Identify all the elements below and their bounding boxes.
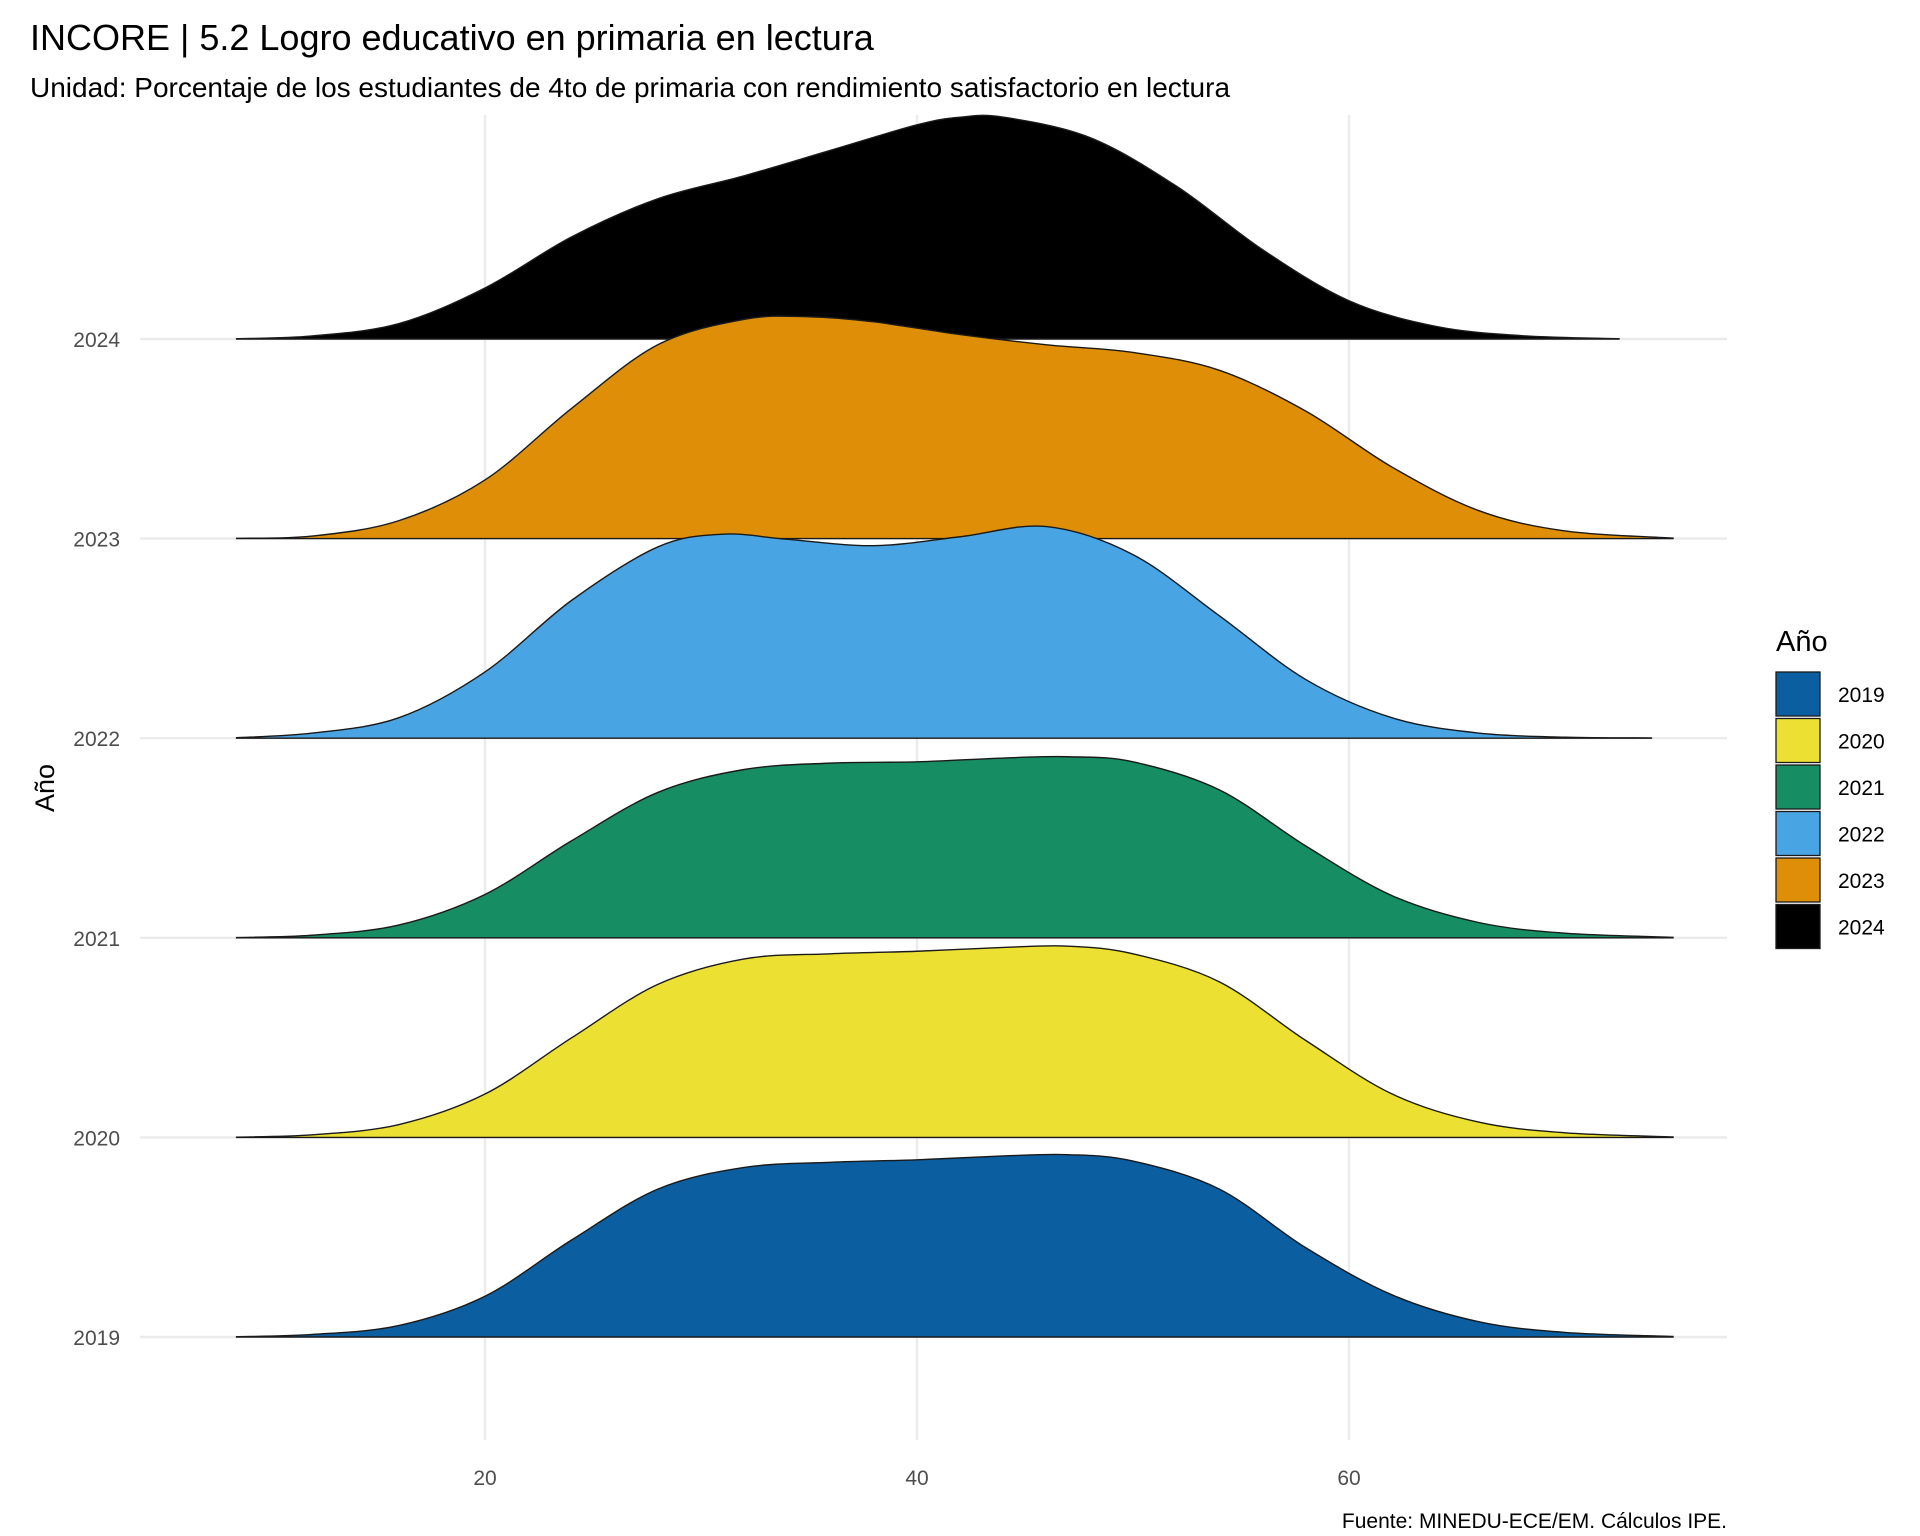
legend-label-2023: 2023 — [1838, 870, 1885, 893]
legend-key-2022 — [1775, 810, 1821, 857]
y-tick-label-2023: 2023 — [73, 529, 120, 552]
ridge-2019 — [235, 1153, 1674, 1338]
y-tick-label-2021: 2021 — [73, 928, 120, 951]
y-tick-labels: 2019 2020 2021 2022 2023 2024 — [73, 329, 120, 1350]
x-tick-label-20: 20 — [473, 1467, 496, 1490]
chart-subtitle: Unidad: Porcentaje de los estudiantes de… — [30, 72, 1230, 103]
legend-label-2021: 2021 — [1838, 777, 1885, 800]
legend: Año 2019 2020 2021 2022 2023 2024 — [1775, 626, 1885, 950]
legend-key-2024 — [1775, 903, 1821, 950]
legend-label-2019: 2019 — [1838, 684, 1885, 707]
ridge-2022 — [235, 525, 1653, 739]
chart-title: INCORE | 5.2 Logro educativo en primaria… — [30, 17, 875, 58]
legend-key-2021 — [1775, 764, 1821, 810]
legend-title: Año — [1776, 626, 1828, 658]
ridge-2021 — [235, 755, 1674, 939]
y-tick-label-2020: 2020 — [73, 1127, 120, 1150]
chart-caption: Fuente: MINEDU-ECE/EM. Cálculos IPE. — [1342, 1510, 1727, 1533]
ridge-2020 — [235, 945, 1674, 1139]
y-tick-label-2019: 2019 — [73, 1327, 120, 1350]
legend-items: 2019 2020 2021 2022 2023 2024 — [1775, 671, 1885, 950]
ridge-2023 — [235, 315, 1674, 540]
ridge-2024 — [235, 114, 1620, 340]
legend-label-2022: 2022 — [1838, 824, 1885, 847]
legend-key-2020 — [1775, 717, 1821, 764]
legend-key-2019 — [1775, 671, 1821, 717]
legend-key-2023 — [1775, 857, 1821, 903]
y-tick-label-2022: 2022 — [73, 728, 120, 751]
legend-label-2024: 2024 — [1838, 917, 1885, 940]
y-tick-label-2024: 2024 — [73, 329, 120, 352]
x-tick-label-40: 40 — [905, 1467, 928, 1490]
x-tick-labels: 20 40 60 — [473, 1467, 1360, 1490]
y-axis-label: Año — [30, 764, 60, 812]
legend-label-2020: 2020 — [1838, 731, 1885, 754]
ridges-layer — [235, 114, 1674, 1338]
x-tick-label-60: 60 — [1337, 1467, 1360, 1490]
